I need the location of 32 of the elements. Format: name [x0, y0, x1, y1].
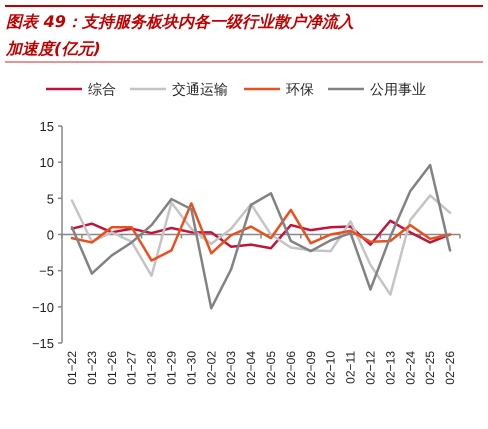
legend-label: 环保: [286, 82, 314, 98]
x-tick-label: 02−09: [304, 350, 318, 385]
chart-title: 图表 49：支持服务板块内各一级行业散户净流入加速度(亿元): [5, 12, 354, 58]
x-tick-label: 01−26: [104, 350, 119, 385]
x-tick-label: 02−10: [324, 350, 338, 385]
y-tick-label: 0: [46, 228, 54, 242]
y-tick-label: 10: [40, 155, 54, 170]
x-tick-label: 01−27: [124, 350, 139, 385]
y-tick-label: −5: [39, 264, 54, 279]
y-tick-label: −15: [32, 336, 54, 351]
legend-label: 综合: [88, 82, 116, 98]
x-tick-label: 02−02: [204, 350, 218, 385]
x-tick-label: 01−29: [164, 350, 178, 385]
x-tick-label: 01−22: [64, 350, 79, 385]
x-tick-label: 02−03: [224, 350, 238, 385]
x-tick-label: 01−30: [184, 350, 198, 385]
x-tick-label: 02−25: [423, 350, 438, 385]
legend-label: 公用事业: [370, 82, 426, 98]
x-tick-label: 02−04: [244, 350, 258, 385]
x-tick-label: 02−24: [403, 350, 418, 385]
x-tick-label: 02−26: [443, 350, 458, 385]
x-tick-label: 01−23: [84, 350, 99, 385]
x-tick-label: 01−28: [144, 350, 159, 385]
x-tick-label: 02−06: [284, 350, 298, 385]
y-tick-label: −10: [32, 300, 54, 315]
legend-label: 交通运输: [172, 82, 228, 98]
x-tick-label: 02−11: [344, 350, 358, 384]
y-tick-label: 5: [46, 191, 54, 206]
y-tick-label: 15: [40, 119, 54, 134]
x-tick-label: 02−05: [264, 350, 278, 385]
x-tick-label: 02−13: [383, 350, 398, 385]
x-tick-label: 02−12: [363, 350, 378, 385]
